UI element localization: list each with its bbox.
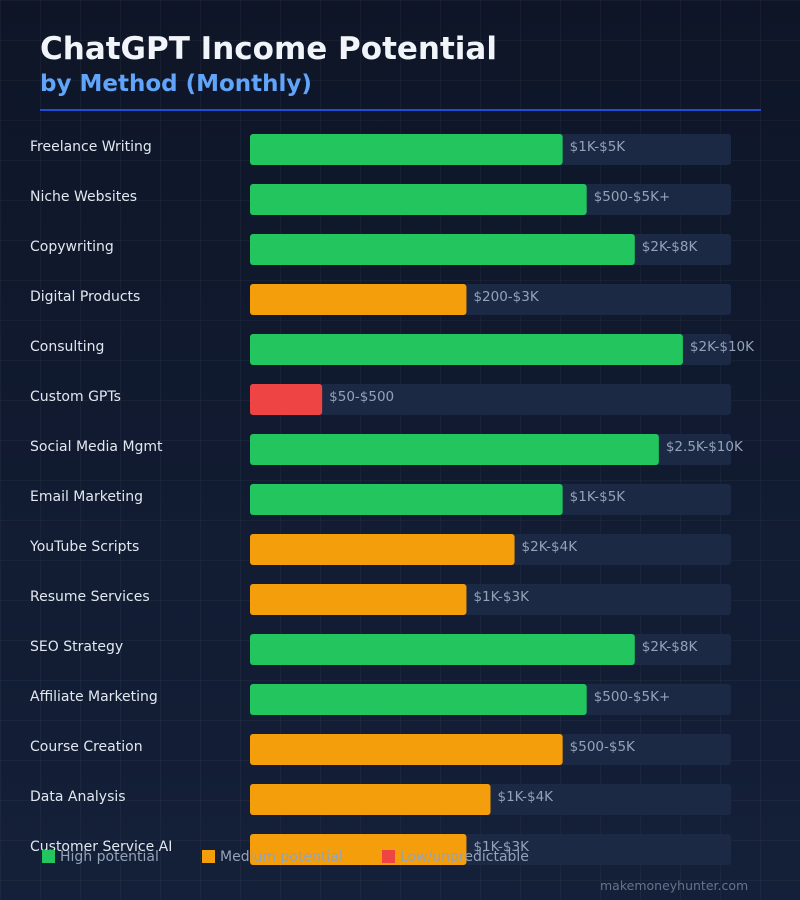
bar — [250, 784, 491, 815]
category-label: SEO Strategy — [30, 639, 123, 655]
value-label: $1K-$3K — [473, 839, 530, 855]
bar-row: Email Marketing $1K-$5K — [30, 484, 731, 515]
category-label: Affiliate Marketing — [30, 689, 158, 705]
bar — [250, 584, 467, 615]
category-label: Niche Websites — [30, 189, 137, 205]
bar-row: Custom GPTs $50-$500 — [30, 384, 731, 415]
value-label: $2K-$10K — [690, 339, 755, 355]
source-credit: makemoneyhunter.com — [600, 878, 749, 893]
bar — [250, 534, 515, 565]
legend: High potential Medium potential Low/unpred… — [42, 849, 529, 865]
category-label: Course Creation — [30, 739, 143, 755]
value-label: $500-$5K+ — [594, 689, 671, 705]
legend-item: Medium potential — [202, 849, 343, 865]
bar-row: SEO Strategy $2K-$8K — [30, 634, 731, 665]
bar-row: Course Creation $500-$5K — [30, 734, 731, 765]
bar-row: Digital Products $200-$3K — [30, 284, 731, 315]
legend-swatch — [382, 850, 395, 863]
title-divider — [40, 109, 761, 111]
bar — [250, 834, 467, 865]
category-label: Digital Products — [30, 289, 140, 305]
legend-item: High potential — [42, 849, 159, 865]
bar — [250, 384, 323, 415]
bar-row: Data Analysis $1K-$4K — [30, 784, 731, 815]
category-label: Custom GPTs — [30, 389, 121, 405]
legend-swatch — [42, 850, 55, 863]
value-label: $500-$5K — [570, 739, 636, 755]
bar — [250, 684, 587, 715]
bar-row: Consulting $2K-$10K — [30, 334, 755, 365]
bar — [250, 634, 635, 665]
category-label: Consulting — [30, 339, 104, 355]
legend-label: High potential — [60, 849, 159, 865]
bar-row: Niche Websites $500-$5K+ — [30, 184, 731, 215]
bar-row: Copywriting $2K-$8K — [30, 234, 731, 265]
value-label: $50-$500 — [329, 389, 394, 405]
category-label: Resume Services — [30, 589, 150, 605]
category-label: Copywriting — [30, 239, 114, 255]
bar-row: Resume Services $1K-$3K — [30, 584, 731, 615]
value-label: $2.5K-$10K — [666, 439, 744, 455]
value-label: $2K-$4K — [522, 539, 579, 555]
category-label: Social Media Mgmt — [30, 439, 163, 455]
bar-track — [250, 384, 731, 415]
chart-subtitle: by Method (Monthly) — [40, 71, 312, 97]
bar — [250, 284, 467, 315]
category-label: YouTube Scripts — [29, 539, 139, 555]
bar — [250, 484, 563, 515]
bar — [250, 234, 635, 265]
bar — [250, 334, 683, 365]
bar-row: YouTube Scripts $2K-$4K — [29, 534, 731, 565]
category-label: Email Marketing — [30, 489, 143, 505]
bar — [250, 134, 563, 165]
bars-layer: Freelance Writing $1K-$5K Niche Websites $5… — [29, 134, 755, 865]
legend-item: Low/unpredictable — [382, 849, 529, 865]
bar-row: Affiliate Marketing $500-$5K+ — [30, 684, 731, 715]
value-label: $2K-$8K — [642, 639, 699, 655]
value-label: $1K-$5K — [570, 489, 627, 505]
value-label: $500-$5K+ — [594, 189, 671, 205]
value-label: $1K-$3K — [473, 589, 530, 605]
chart-title: ChatGPT Income Potential — [40, 31, 497, 67]
bar-row: Freelance Writing $1K-$5K — [30, 134, 731, 165]
bar-row: Social Media Mgmt $2.5K-$10K — [30, 434, 744, 465]
value-label: $2K-$8K — [642, 239, 699, 255]
category-label: Customer Service AI — [30, 839, 172, 855]
category-label: Data Analysis — [30, 789, 126, 805]
value-label: $1K-$5K — [570, 139, 627, 155]
bar-row: Customer Service AI $1K-$3K — [30, 834, 731, 865]
category-label: Freelance Writing — [30, 139, 152, 155]
legend-label: Medium potential — [220, 849, 343, 865]
legend-swatch — [202, 850, 215, 863]
value-label: $200-$3K — [473, 289, 539, 305]
bar — [250, 734, 563, 765]
bar — [250, 434, 659, 465]
legend-label: Low/unpredictable — [400, 849, 529, 865]
bar — [250, 184, 587, 215]
value-label: $1K-$4K — [498, 789, 555, 805]
